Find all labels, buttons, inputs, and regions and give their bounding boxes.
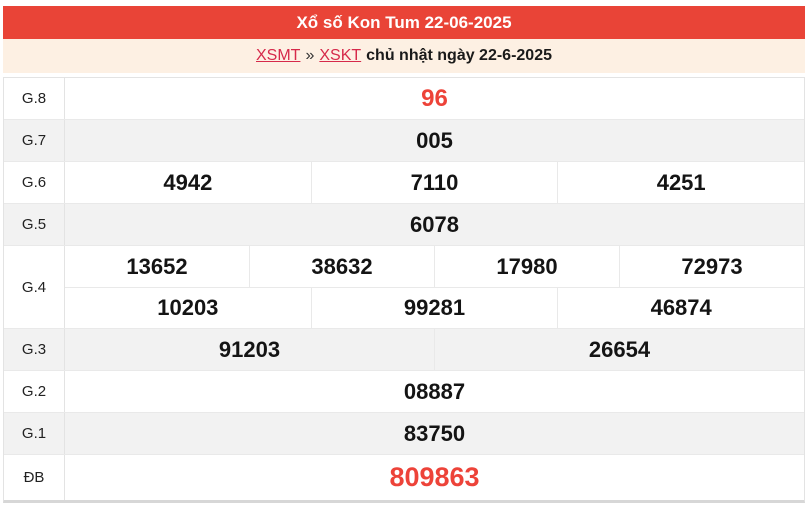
prize-value: 7110 <box>312 162 559 203</box>
prize-label: G.3 <box>4 329 65 370</box>
prize-value: 005 <box>416 127 453 153</box>
prize-label: G.7 <box>4 120 65 161</box>
table-row: G.1 83750 <box>4 413 804 455</box>
breadcrumb-link-xsmt[interactable]: XSMT <box>256 47 301 64</box>
prize-label: G.6 <box>4 162 65 203</box>
prize-value: 96 <box>421 84 448 112</box>
table-row: G.6 4942 7110 4251 <box>4 162 804 204</box>
prize-value: 91203 <box>65 329 435 370</box>
prize-value: 809863 <box>389 462 480 492</box>
prize-value: 83750 <box>403 420 466 446</box>
prize-value: 17980 <box>435 246 620 287</box>
prize-label: G.4 <box>4 246 65 328</box>
table-row: G.4 13652 38632 17980 72973 10203 99281 46874 <box>4 246 804 329</box>
table-row: G.2 08887 <box>4 371 804 413</box>
breadcrumb-separator: » <box>305 47 315 64</box>
results-table: G.8 96 G.7 005 G.6 4942 7110 4251 G.5 6078 G.4 1365… <box>3 77 805 503</box>
prize-value: 10203 <box>65 288 312 328</box>
prize-value: 46874 <box>650 295 712 320</box>
prize-label: G.5 <box>4 204 65 245</box>
prize-value: 72973 <box>681 253 743 279</box>
page-title-bar: Xổ số Kon Tum 22-06-2025 <box>3 6 805 39</box>
prize-value: 13652 <box>65 246 250 287</box>
prize-label: G.8 <box>4 78 65 119</box>
breadcrumb-link-xskt[interactable]: XSKT <box>319 47 362 64</box>
prize-label: G.1 <box>4 413 65 454</box>
prize-value: 6078 <box>410 211 459 237</box>
table-row: G.3 91203 26654 <box>4 329 804 371</box>
prize-value: 08887 <box>403 378 466 404</box>
prize-value: 4942 <box>65 162 312 203</box>
prize-value: 4251 <box>656 169 706 195</box>
prize-value: 99281 <box>312 288 559 328</box>
breadcrumb-date-text: chủ nhật ngày 22-6-2025 <box>366 47 552 64</box>
table-row: ĐB 809863 <box>4 455 804 500</box>
breadcrumb: XSMT » XSKT chủ nhật ngày 22-6-2025 <box>3 39 805 73</box>
prize-label: ĐB <box>4 455 65 500</box>
prize-value: 26654 <box>588 336 651 362</box>
prize-value: 38632 <box>250 246 435 287</box>
table-row: G.7 005 <box>4 120 804 162</box>
page-title: Xổ số Kon Tum 22-06-2025 <box>296 12 512 32</box>
table-row: G.8 96 <box>4 78 804 120</box>
table-row: G.5 6078 <box>4 204 804 246</box>
prize-label: G.2 <box>4 371 65 412</box>
